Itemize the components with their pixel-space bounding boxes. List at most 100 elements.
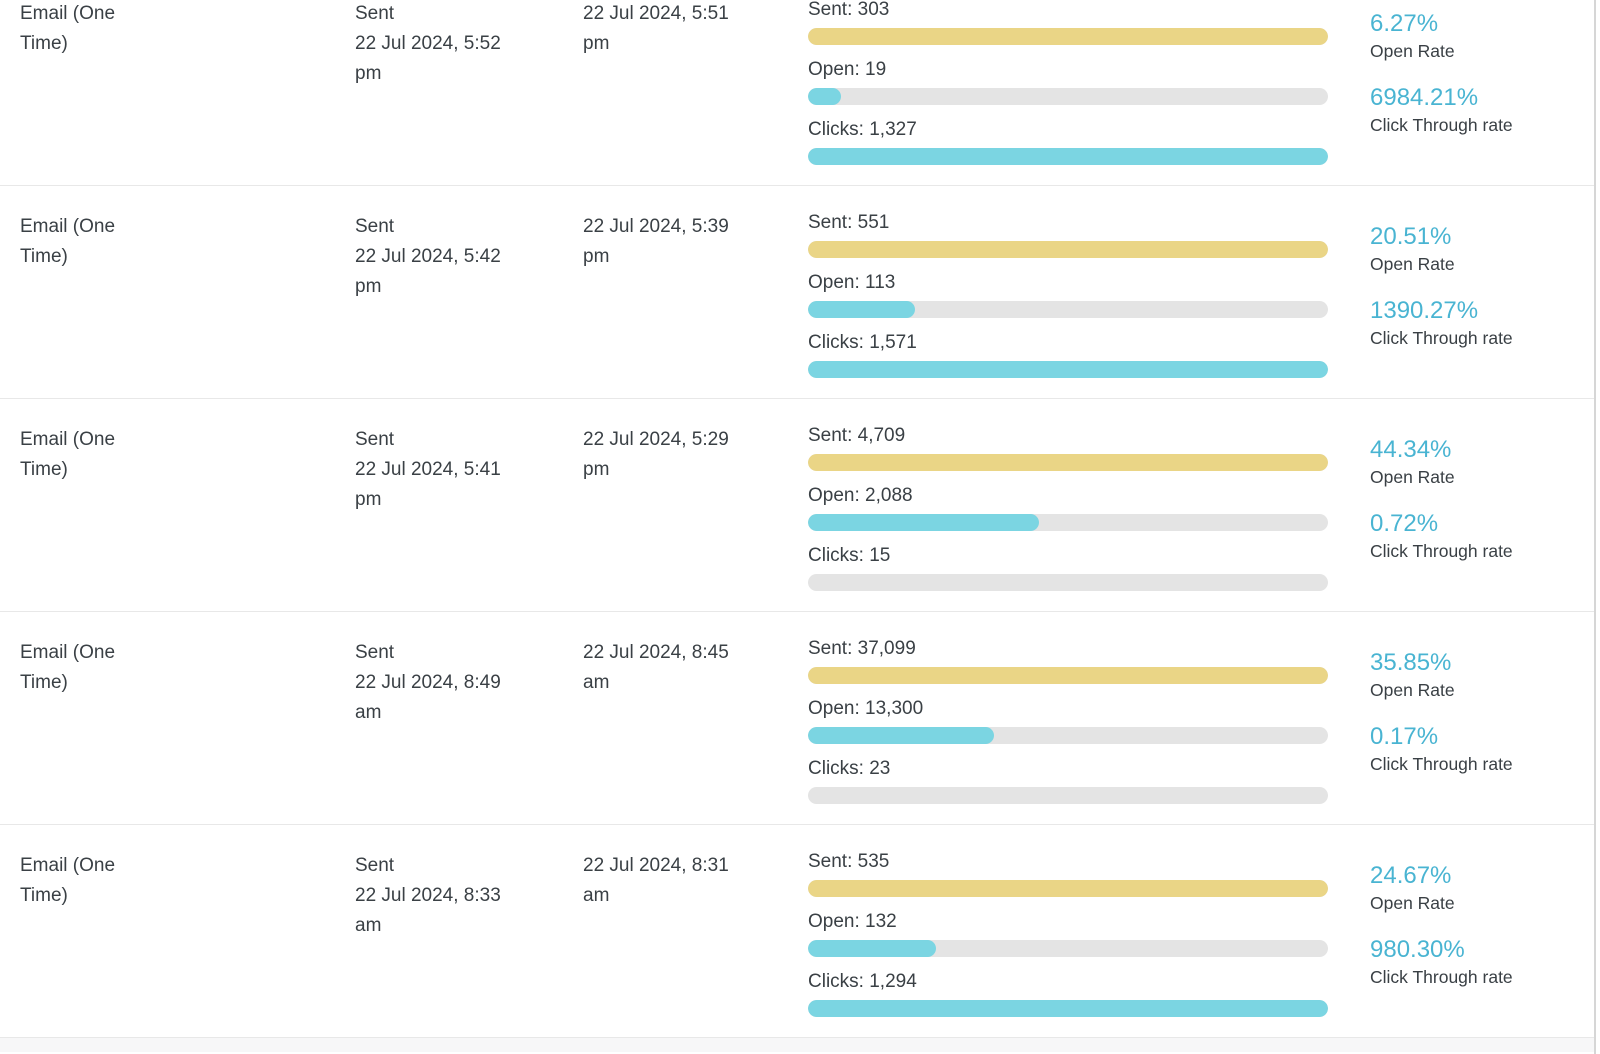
campaign-row[interactable]: Email (One Time) Sent 22 Jul 2024, 5:41 …	[0, 399, 1594, 612]
metric-bar-label: Sent: 551	[808, 212, 890, 233]
sent-status-cell: Sent 22 Jul 2024, 5:41 pm	[355, 399, 583, 611]
metric-bar-track	[808, 1000, 1328, 1017]
metric-bar-track	[808, 667, 1328, 684]
status-label: Sent	[355, 855, 395, 876]
metric-bar-label: Sent: 4,709	[808, 425, 906, 446]
delivered-date-cell: 22 Jul 2024, 8:31 am	[583, 825, 808, 1037]
sent-bar-group: Sent: 551	[808, 210, 1333, 258]
table-bottom-strip	[0, 1038, 1594, 1052]
open-bar-group: Open: 132	[808, 909, 1333, 957]
metric-bar-track	[808, 301, 1328, 318]
campaign-row[interactable]: Email (One Time) Sent 22 Jul 2024, 8:33 …	[0, 825, 1594, 1038]
metric-bar-track	[808, 148, 1328, 165]
metric-bar-fill	[808, 301, 915, 318]
open-rate-label: Open Rate	[1370, 893, 1455, 913]
delivered-date: 22 Jul 2024, 8:45 am	[583, 642, 729, 693]
metric-bar-label: Clicks: 23	[808, 758, 891, 779]
open-bar-group: Open: 13,300	[808, 696, 1333, 744]
clicks-bar-group: Clicks: 23	[808, 756, 1333, 804]
click-through-rate-label: Click Through rate	[1370, 967, 1513, 987]
metric-bar-track	[808, 514, 1328, 531]
click-through-rate-label: Click Through rate	[1370, 541, 1513, 561]
open-rate-label: Open Rate	[1370, 254, 1455, 274]
open-rate-label: Open Rate	[1370, 467, 1455, 487]
metric-bar-track	[808, 454, 1328, 471]
campaign-type-cell: Email (One Time)	[20, 399, 355, 611]
sent-bar-group: Sent: 37,099	[808, 636, 1333, 684]
click-through-rate-value: 0.17%	[1370, 723, 1439, 750]
sent-status-cell: Sent 22 Jul 2024, 5:42 pm	[355, 186, 583, 398]
click-through-rate-value: 6984.21%	[1370, 84, 1479, 111]
metric-bar-fill	[808, 1000, 1328, 1017]
metric-bar-track	[808, 787, 1328, 804]
metric-bar-label: Open: 2,088	[808, 485, 913, 506]
campaign-type-label: Email (One Time)	[20, 3, 116, 54]
campaign-type-label: Email (One Time)	[20, 642, 116, 693]
campaign-type-label: Email (One Time)	[20, 216, 116, 267]
open-rate-value: 44.34%	[1370, 436, 1452, 463]
metric-bar-fill	[808, 880, 1328, 897]
metric-bar-track	[808, 727, 1328, 744]
status-label: Sent	[355, 642, 395, 663]
metric-bar-track	[808, 28, 1328, 45]
campaign-type-cell: Email (One Time)	[20, 186, 355, 398]
delivered-date: 22 Jul 2024, 5:51 pm	[583, 3, 729, 54]
metric-bar-fill	[808, 514, 1039, 531]
metric-bar-fill	[808, 88, 841, 105]
metric-bar-fill	[808, 28, 1328, 45]
status-label: Sent	[355, 3, 395, 24]
clicks-bar-group: Clicks: 15	[808, 543, 1333, 591]
metric-bar-track	[808, 574, 1328, 591]
delivered-date-cell: 22 Jul 2024, 5:51 pm	[583, 0, 808, 185]
sent-bar-group: Sent: 303	[808, 0, 1333, 45]
sent-date: 22 Jul 2024, 5:41 pm	[355, 459, 501, 510]
metrics-bars-cell: Sent: 303 Open: 19 Clicks: 1,327	[808, 0, 1333, 185]
metric-bar-label: Open: 132	[808, 911, 897, 932]
sent-date: 22 Jul 2024, 8:49 am	[355, 672, 501, 723]
open-bar-group: Open: 113	[808, 270, 1333, 318]
metrics-bars-cell: Sent: 535 Open: 132 Clicks: 1,294	[808, 825, 1333, 1037]
metric-bar-label: Open: 13,300	[808, 698, 924, 719]
rates-cell: 6.27% Open Rate 6984.21% Click Through r…	[1333, 0, 1594, 185]
rates-cell: 20.51% Open Rate 1390.27% Click Through …	[1333, 186, 1594, 398]
metric-bar-label: Open: 19	[808, 59, 887, 80]
sent-date: 22 Jul 2024, 5:52 pm	[355, 33, 501, 84]
sent-date: 22 Jul 2024, 5:42 pm	[355, 246, 501, 297]
metric-bar-fill	[808, 241, 1328, 258]
delivered-date: 22 Jul 2024, 5:39 pm	[583, 216, 729, 267]
metric-bar-label: Clicks: 1,327	[808, 119, 917, 140]
campaign-row[interactable]: Email (One Time) Sent 22 Jul 2024, 8:49 …	[0, 612, 1594, 825]
click-through-rate-value: 1390.27%	[1370, 297, 1479, 324]
metric-bar-track	[808, 361, 1328, 378]
clicks-bar-group: Clicks: 1,327	[808, 117, 1333, 165]
metric-bar-label: Clicks: 1,571	[808, 332, 917, 353]
metric-bar-fill	[808, 361, 1328, 378]
open-rate-value: 20.51%	[1370, 223, 1452, 250]
open-bar-group: Open: 2,088	[808, 483, 1333, 531]
campaign-row[interactable]: Email (One Time) Sent 22 Jul 2024, 5:42 …	[0, 186, 1594, 399]
sent-bar-group: Sent: 535	[808, 849, 1333, 897]
metrics-bars-cell: Sent: 37,099 Open: 13,300 Clicks: 23	[808, 612, 1333, 824]
delivered-date: 22 Jul 2024, 8:31 am	[583, 855, 729, 906]
open-rate-value: 6.27%	[1370, 10, 1439, 37]
metric-bar-track	[808, 241, 1328, 258]
open-rate-label: Open Rate	[1370, 680, 1455, 700]
delivered-date-cell: 22 Jul 2024, 5:39 pm	[583, 186, 808, 398]
metric-bar-fill	[808, 454, 1328, 471]
metric-bar-label: Sent: 303	[808, 0, 890, 20]
metric-bar-track	[808, 940, 1328, 957]
click-through-rate-label: Click Through rate	[1370, 115, 1513, 135]
metric-bar-track	[808, 88, 1328, 105]
clicks-bar-group: Clicks: 1,571	[808, 330, 1333, 378]
metric-bar-label: Sent: 37,099	[808, 638, 916, 659]
campaign-type-cell: Email (One Time)	[20, 612, 355, 824]
sent-status-cell: Sent 22 Jul 2024, 8:49 am	[355, 612, 583, 824]
rates-cell: 35.85% Open Rate 0.17% Click Through rat…	[1333, 612, 1594, 824]
click-through-rate-value: 0.72%	[1370, 510, 1439, 537]
metric-bar-label: Open: 113	[808, 272, 896, 293]
sent-status-cell: Sent 22 Jul 2024, 8:33 am	[355, 825, 583, 1037]
campaign-row[interactable]: Email (One Time) Sent 22 Jul 2024, 5:52 …	[0, 0, 1594, 186]
status-label: Sent	[355, 216, 395, 237]
